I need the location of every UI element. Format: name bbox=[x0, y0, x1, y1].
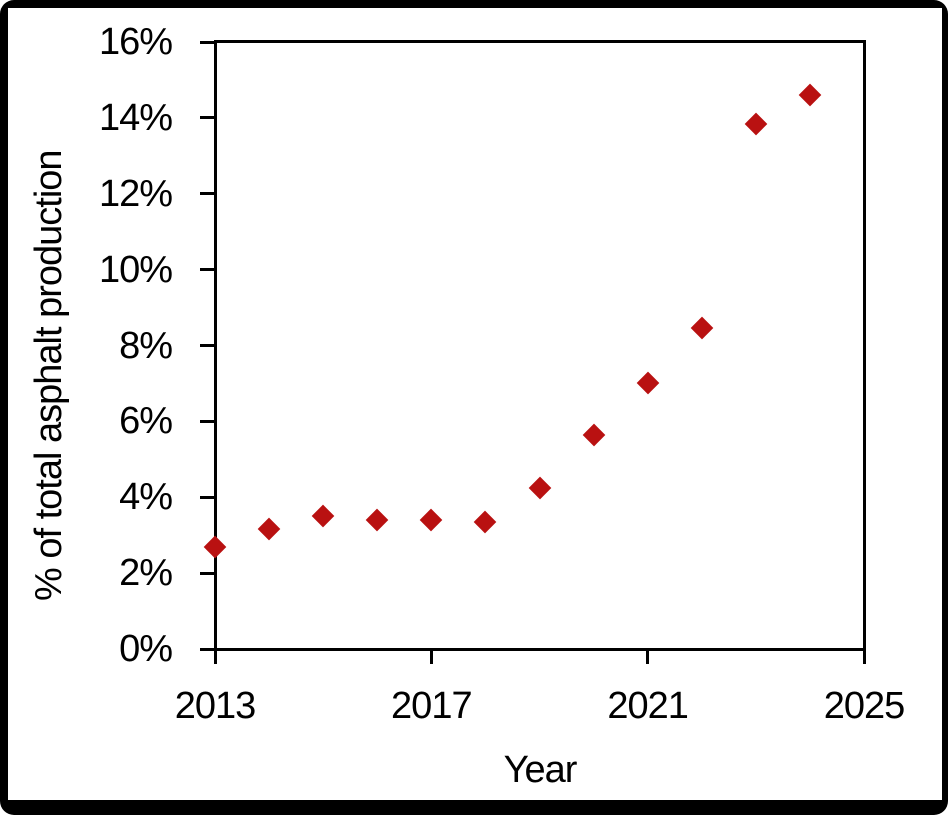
y-tick-label: 0% bbox=[119, 628, 173, 670]
y-tick-label: 2% bbox=[119, 552, 173, 595]
x-tick-label: 2025 bbox=[823, 685, 906, 727]
y-tick-label: 6% bbox=[119, 400, 173, 443]
y-tick bbox=[200, 344, 215, 347]
x-tick-label: 2021 bbox=[607, 685, 689, 727]
y-tick bbox=[200, 571, 215, 575]
x-tick bbox=[646, 649, 650, 664]
x-tick bbox=[213, 649, 217, 664]
y-tick bbox=[200, 116, 215, 120]
y-tick bbox=[200, 268, 215, 272]
y-tick-label: 14% bbox=[98, 96, 173, 139]
x-tick bbox=[862, 649, 866, 664]
y-tick-label: 4% bbox=[119, 476, 173, 519]
y-tick bbox=[200, 647, 215, 651]
y-tick bbox=[200, 419, 215, 423]
x-tick-label: 2013 bbox=[174, 685, 257, 727]
y-tick bbox=[200, 192, 215, 196]
x-tick-label: 2017 bbox=[391, 685, 473, 727]
x-tick bbox=[429, 649, 433, 664]
y-tick-label: 10% bbox=[98, 248, 173, 291]
x-axis-label: Year bbox=[503, 749, 578, 791]
y-tick bbox=[200, 495, 215, 499]
y-tick bbox=[200, 40, 215, 44]
y-tick-label: 16% bbox=[98, 21, 173, 63]
y-tick-label: 8% bbox=[119, 324, 173, 367]
plot-area bbox=[214, 40, 866, 651]
chart-panel bbox=[8, 8, 942, 800]
y-tick-label: 12% bbox=[98, 172, 173, 215]
